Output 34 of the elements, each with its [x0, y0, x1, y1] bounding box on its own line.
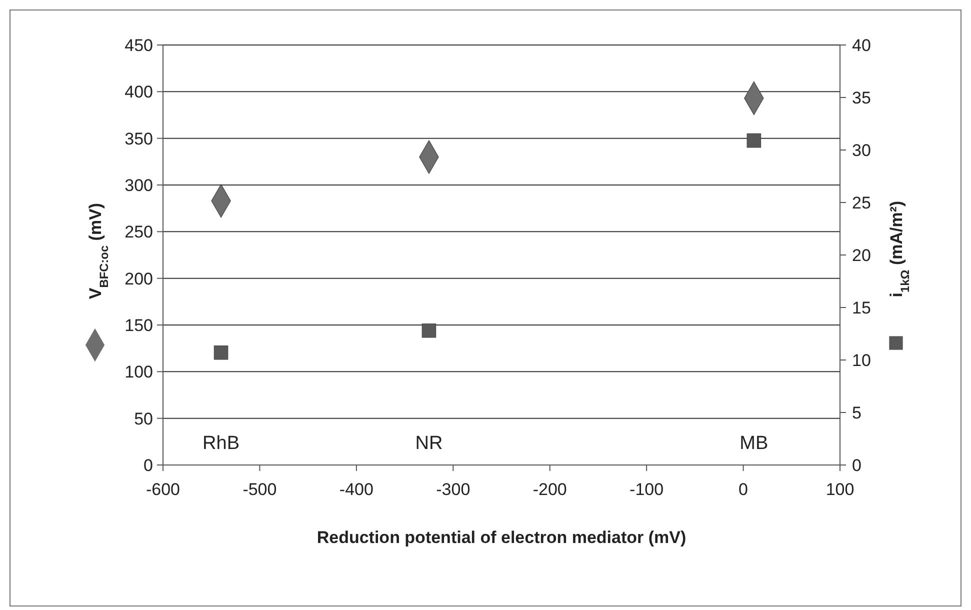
- y-tick-label: 150: [124, 316, 153, 335]
- x-tick-label: -300: [436, 480, 470, 499]
- y2-tick-label: 20: [852, 246, 871, 265]
- point: [746, 133, 762, 148]
- x-tick-label: 100: [826, 480, 854, 499]
- x-axis-title: Reduction potential of electron mediator (mV): [316, 528, 686, 547]
- y-tick-label: 200: [124, 269, 153, 288]
- x-tick-label: -600: [146, 480, 180, 499]
- y2-tick-label: 25: [852, 193, 871, 212]
- annotation: NR: [415, 433, 443, 454]
- point: [214, 346, 228, 360]
- y2-tick-label: 40: [852, 36, 871, 55]
- y2-tick-label: 0: [852, 456, 862, 475]
- y-tick-label: 100: [124, 362, 153, 382]
- annotation: RhB: [202, 433, 240, 454]
- x-tick-label: -400: [339, 480, 374, 499]
- y2-tick-label: 30: [852, 140, 871, 160]
- y-tick-label: 50: [134, 409, 153, 428]
- y2-tick-label: 15: [852, 298, 871, 318]
- annotation: MB: [740, 433, 768, 454]
- x-tick-label: -200: [532, 480, 567, 499]
- y2-tick-label: 35: [852, 88, 871, 108]
- y-tick-label: 300: [124, 176, 153, 195]
- y-tick-label: 400: [124, 82, 153, 102]
- y2-tick-label: 10: [852, 350, 871, 370]
- x-tick-label: 0: [738, 480, 748, 499]
- y-tick-label: 350: [124, 129, 153, 148]
- point: [422, 323, 436, 338]
- y-tick-label: 0: [144, 456, 153, 475]
- y2-tick-label: 5: [852, 403, 862, 422]
- x-tick-label: -100: [630, 480, 664, 499]
- y-tick-label: 450: [124, 36, 153, 55]
- x-tick-label: -500: [242, 480, 277, 499]
- y-tick-label: 250: [124, 222, 153, 242]
